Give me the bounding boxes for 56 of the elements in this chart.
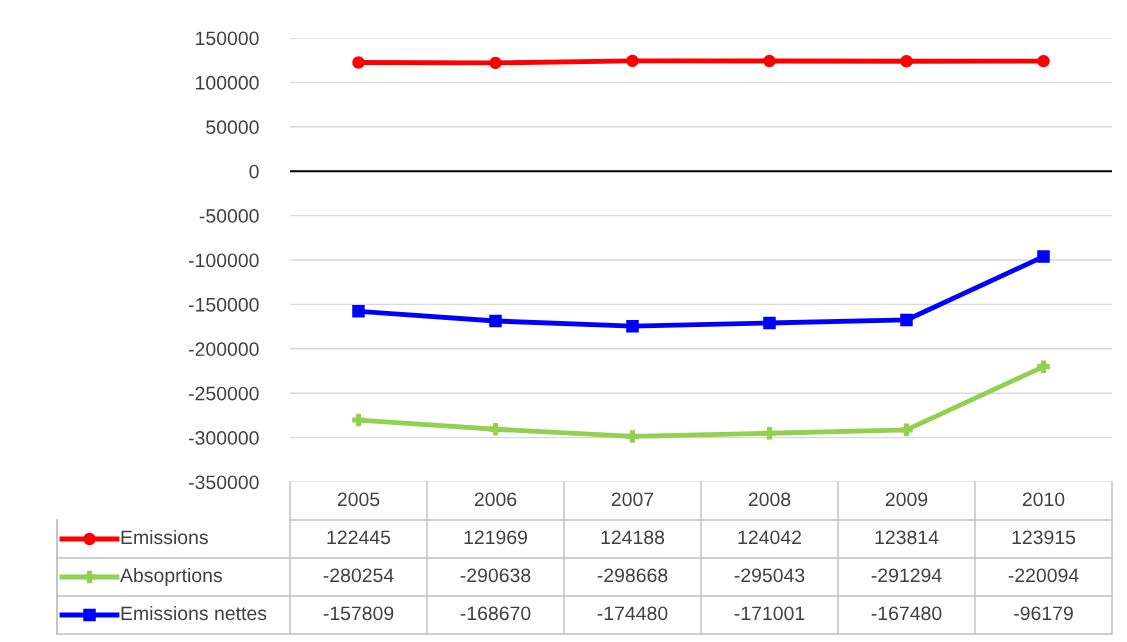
y-tick-label: 150000 [196,31,259,46]
data-label: 123915 [1012,530,1076,545]
data-label: 124042 [738,530,801,545]
data-label: -295043 [734,568,805,583]
x-tick-label: 2010 [1022,492,1065,507]
point [489,56,502,70]
data-label: -171001 [734,606,805,621]
data-label: 122445 [327,530,391,545]
y-tick-label: 0 [249,164,259,179]
y-tick-label: -150000 [188,297,259,312]
y-tick-label: 50000 [206,120,259,135]
point [1037,360,1050,373]
point [489,423,502,436]
data-label: -291294 [871,568,942,583]
legend-label: Emissions nettes [121,605,267,621]
data-label: -168670 [460,606,531,621]
x-tick-label: 2005 [337,492,380,507]
point [626,319,639,333]
point [489,314,502,328]
data-label: -220094 [1008,568,1079,583]
data-label: -280254 [323,568,394,583]
point [763,426,776,440]
point [900,313,913,327]
data-label: -167480 [871,606,942,621]
legend-label: Emissions [121,529,208,545]
x-tick-label: 2008 [748,492,791,507]
data-label: -290638 [460,568,531,583]
legend-label: Absoprtions [120,567,222,587]
y-tick-label: -350000 [188,475,259,490]
point [626,430,639,443]
x-tick-label: 2006 [474,492,517,507]
y-tick-label: -50000 [199,209,259,223]
point [763,54,776,68]
point [352,413,365,427]
x-tick-label: 2009 [885,492,928,507]
y-tick-label: -250000 [188,386,259,401]
data-label: -298668 [597,568,668,583]
point [900,423,913,437]
y-tick-label: -200000 [188,342,259,357]
data-label: -157809 [323,606,394,621]
point [1037,250,1050,263]
x-tick-label: 2007 [611,492,654,507]
data-label: 124188 [601,530,665,545]
point [900,55,913,68]
y-tick-label: -100000 [188,253,259,268]
point [626,54,639,68]
data-label: 121969 [464,530,528,545]
data-label: -96179 [1014,606,1073,621]
point [352,305,365,318]
point [1037,54,1050,68]
point [352,56,365,69]
data-label: 123814 [875,530,939,545]
data-label: -174480 [597,606,668,621]
point [763,316,776,330]
y-tick-label: -300000 [188,431,259,445]
y-tick-label: 100000 [196,75,259,90]
